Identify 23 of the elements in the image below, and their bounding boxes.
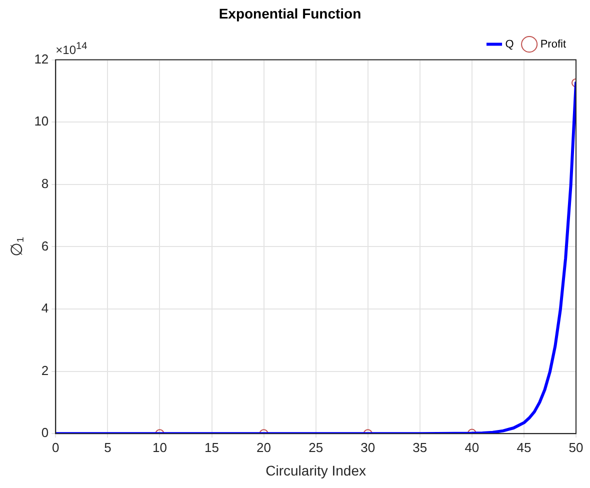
x-axis-title: Circularity Index <box>266 462 366 478</box>
x-tick-label: 40 <box>464 440 480 455</box>
y-axis-title: ∅₁ <box>9 236 26 256</box>
x-tick-label: 45 <box>516 440 532 455</box>
y-tick-label: 2 <box>41 362 49 378</box>
y-tick-label: 8 <box>41 176 49 191</box>
x-tick-label: 5 <box>104 440 112 455</box>
x-tick-label: 30 <box>360 440 376 455</box>
x-tick-label: 25 <box>308 440 324 455</box>
x-tick-label: 20 <box>256 440 272 455</box>
x-tick-label: 0 <box>52 440 60 455</box>
x-tick-label: 35 <box>412 440 428 455</box>
y-tick-label: 12 <box>34 51 49 66</box>
y-tick-label: 6 <box>41 238 49 254</box>
x-tick-label: 15 <box>204 440 219 455</box>
y-tick-label: 10 <box>34 114 49 129</box>
y-tick-label: 4 <box>41 300 49 316</box>
legend-label: Profit <box>540 38 566 50</box>
x-tick-label: 50 <box>568 440 584 455</box>
x-tick-label: 10 <box>152 440 167 455</box>
chart-title: Exponential Function <box>218 5 362 22</box>
y-tick-label: 0 <box>41 425 49 440</box>
legend-label: Q <box>505 38 514 50</box>
